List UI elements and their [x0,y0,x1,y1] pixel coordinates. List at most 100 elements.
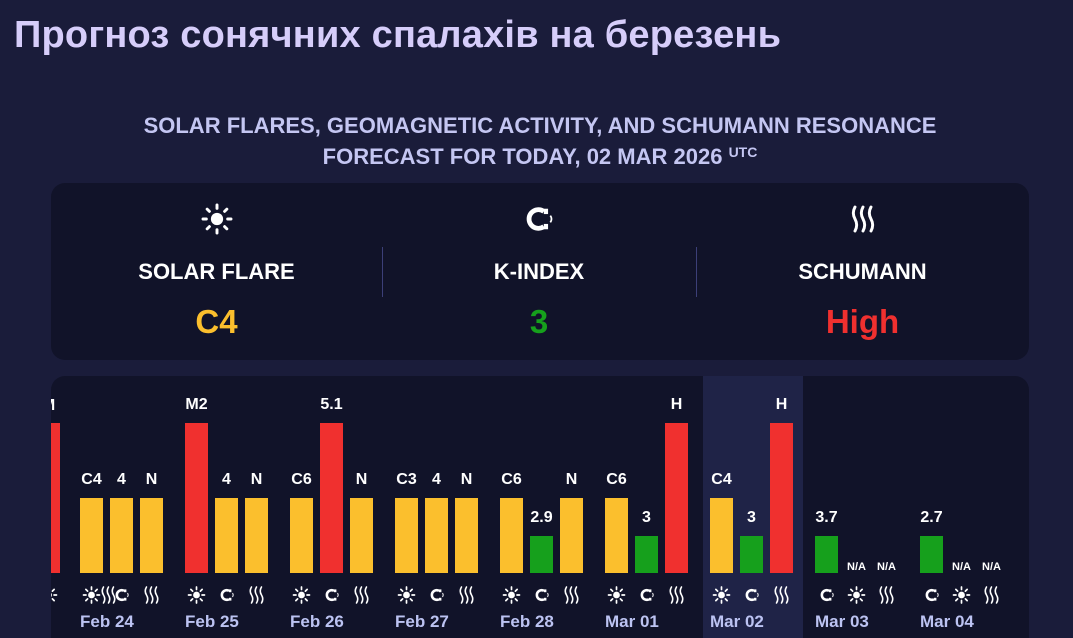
k-index-bar [110,498,133,573]
date-label: Feb 26 [290,612,344,631]
schumann-bar-label: H [776,396,788,413]
sun-icon [847,586,866,604]
k-index-bar-label: 4 [117,471,126,488]
flare-bar-label: M2 [185,396,207,413]
k-index-bar [815,536,838,573]
schumann-bar-label: N [461,471,473,488]
k-index-bar [740,536,763,573]
waves-icon [879,586,894,604]
summary-divider [382,247,383,297]
subtitle-line-1: SOLAR FLARES, GEOMAGNETIC ACTIVITY, AND … [143,113,937,138]
magnet-icon [925,588,939,602]
schumann-bar-label: N [356,471,368,488]
magnet-icon [820,588,834,602]
date-label: Feb 27 [395,612,449,631]
waves-icon [354,586,369,604]
flare-bar-label: M [51,397,55,414]
schumann-bar-label: N [566,471,578,488]
date-label: Feb 25 [185,612,239,631]
magnet-icon [526,207,553,231]
flare-bar-label: C4 [81,471,102,488]
sun-icon [952,586,971,604]
forecast-bar-chart: M C4 4 N Feb 24 M2 4 N Feb 25 C6 5.1 N Feb 26 C3 4 N Feb… [51,396,1001,631]
sun-icon [82,586,101,604]
flare-bar-label: C3 [396,471,417,488]
k-index-bar [425,498,448,573]
k-index-bar [530,536,553,573]
k-index-bar [635,536,658,573]
waves-icon [249,586,264,604]
date-label: Mar 03 [815,612,869,631]
flare-bar [80,498,103,573]
flare-bar [51,423,60,573]
k-index-bar-label: 2.9 [530,509,552,526]
summary-solar-flare: SOLAR FLARE C4 [51,183,382,360]
schumann-value: High [825,303,900,340]
date-label: Mar 01 [605,612,659,631]
waves-icon [564,586,579,604]
schumann-bar-label: N [251,471,263,488]
sun-icon [292,586,311,604]
schumann-label: SCHUMANN [798,259,927,284]
sun-icon [607,586,626,604]
forecast-chart: M C4 4 N Feb 24 M2 4 N Feb 25 C6 5.1 N Feb 26 C3 4 N Feb… [51,376,1029,638]
flare-bar [605,498,628,573]
flare-bar-label: N/A [952,561,971,573]
magnet-icon [220,588,234,602]
waves-icon [774,586,789,604]
waves-icon [984,586,999,604]
schumann-bar [140,498,163,573]
schumann-bar-label: N/A [877,561,896,573]
flare-bar [395,498,418,573]
flare-bar-label: C4 [711,471,732,488]
date-label: Mar 04 [920,612,974,631]
sun-icon [187,586,206,604]
solar-flare-value: C4 [195,303,238,340]
magnet-icon [535,588,549,602]
magnet-icon [325,588,339,602]
k-index-bar-label: 4 [222,471,231,488]
flare-bar-label: C6 [606,471,627,488]
flare-bar [710,498,733,573]
schumann-bar-label: H [671,396,683,413]
waves-icon [459,586,474,604]
waves-icon [144,586,159,604]
date-label: Feb 24 [80,612,134,631]
schumann-bar [770,423,793,573]
k-index-bar-label: 2.7 [920,509,942,526]
schumann-bar [245,498,268,573]
schumann-bar [455,498,478,573]
k-index-label: K-INDEX [493,259,585,284]
schumann-bar [665,423,688,573]
forecast-summary-panel: SOLAR FLARE C4 K-INDEX 3 SCHUMA [51,183,1029,360]
flare-bar-label: C6 [291,471,312,488]
magnet-icon [115,588,129,602]
summary-divider [696,247,697,297]
sun-icon [712,586,731,604]
schumann-bar [350,498,373,573]
schumann-bar-label: N [146,471,158,488]
sun-icon [397,586,416,604]
k-index-bar-label: 3.7 [815,509,837,526]
forecast-subtitle: SOLAR FLARES, GEOMAGNETIC ACTIVITY, AND … [60,110,1020,172]
timezone-label: UTC [728,144,758,160]
subtitle-line-2: FORECAST FOR TODAY, 02 MAR 2026 [322,144,723,169]
waves-icon [669,586,684,604]
flare-bar [185,423,208,573]
k-index-bar-label: 3 [642,509,651,526]
k-index-bar-label: 5.1 [320,396,342,413]
schumann-bar [560,498,583,573]
magnet-icon [745,588,759,602]
magnet-icon [640,588,654,602]
k-index-bar-label: 3 [747,509,756,526]
k-index-value: 3 [529,303,549,340]
date-label: Feb 28 [500,612,554,631]
solar-flare-label: SOLAR FLARE [138,259,295,284]
magnet-icon [430,588,444,602]
k-index-bar-label: 4 [432,471,441,488]
sun-icon [51,588,58,602]
flare-bar-label: C6 [501,471,522,488]
k-index-bar [320,423,343,573]
waves-icon [851,205,874,233]
flare-bar [500,498,523,573]
